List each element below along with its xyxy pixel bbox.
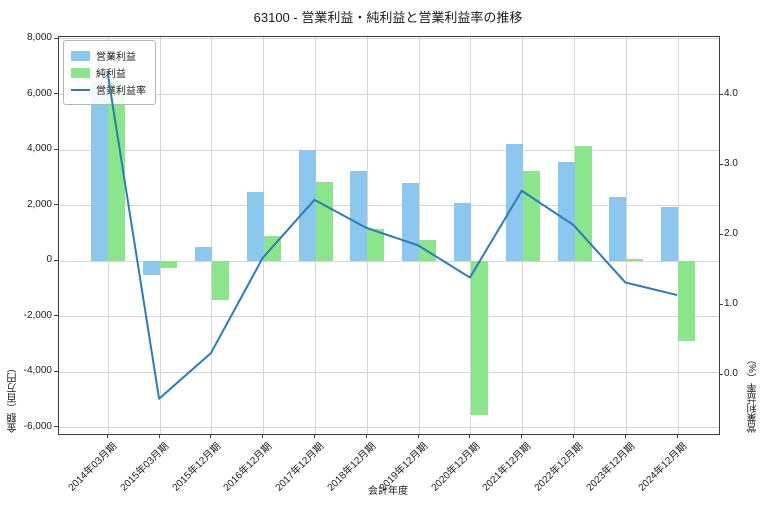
gridline-horizontal <box>59 316 719 317</box>
gridline-horizontal <box>59 371 719 373</box>
bar-operating-profit <box>609 197 627 261</box>
gridline-vertical <box>159 37 161 434</box>
bar-operating-profit <box>246 191 264 261</box>
gridline-horizontal <box>59 427 719 428</box>
y-tick-label-left: -4,000 <box>23 365 52 376</box>
bar-operating-profit <box>350 170 368 261</box>
x-axis-label: 会計年度 <box>368 486 408 497</box>
y-tick-label-left: 2,000 <box>26 198 52 210</box>
bar-net-profit <box>522 170 540 261</box>
x-tick-mark <box>676 434 678 438</box>
y-tick-mark-left <box>54 315 58 316</box>
bar-net-profit <box>263 236 281 261</box>
bar-operating-profit <box>194 247 212 261</box>
legend-item-operating-margin: 営業利益率 <box>71 82 146 97</box>
gridline-horizontal <box>59 149 719 151</box>
y-tick-mark-left <box>54 426 58 427</box>
plot-area <box>58 36 720 435</box>
bar-operating-profit <box>557 162 575 261</box>
bar-operating-profit <box>453 202 471 261</box>
x-tick-mark <box>106 434 108 438</box>
x-tick-mark <box>158 434 160 438</box>
y-tick-label-right: 0.0 <box>724 368 738 380</box>
x-tick-mark <box>210 434 212 438</box>
legend-color-swatch <box>71 67 90 78</box>
gridline-horizontal <box>59 38 719 40</box>
legend: 営業利益純利益営業利益率 <box>63 40 156 105</box>
bar-net-profit <box>470 261 488 415</box>
x-tick-mark <box>365 434 367 438</box>
y-tick-mark-right <box>719 93 723 95</box>
y-tick-mark-right <box>719 373 723 375</box>
legend-line-sample <box>71 88 90 91</box>
y-tick-mark-left <box>54 370 58 372</box>
bar-operating-profit <box>298 150 316 261</box>
y-tick-mark-left <box>54 93 58 94</box>
y-tick-label-left: 4,000 <box>26 143 52 154</box>
y-tick-label-left: -2,000 <box>23 309 52 321</box>
x-tick-mark <box>573 434 574 438</box>
legend-item-operating-profit: 営業利益 <box>71 48 146 63</box>
y-tick-mark-left <box>54 204 58 205</box>
bar-net-profit <box>419 240 437 261</box>
bar-net-profit <box>626 258 644 261</box>
y-tick-label-left: 8,000 <box>26 32 52 43</box>
x-tick-mark <box>417 434 419 438</box>
bar-operating-profit <box>402 183 420 261</box>
x-tick-mark <box>521 434 523 438</box>
legend-label: 営業利益 <box>96 52 136 63</box>
bar-net-profit <box>211 261 229 300</box>
y-tick-label-left: -6,000 <box>23 420 52 432</box>
bar-net-profit <box>108 82 126 261</box>
legend-label: 純利益 <box>96 69 126 80</box>
y-tick-mark-left <box>54 37 58 39</box>
x-tick-mark <box>624 434 626 438</box>
gridline-horizontal <box>59 94 719 95</box>
x-tick-mark <box>262 434 264 438</box>
y-tick-mark-right <box>719 163 723 165</box>
y-tick-label-left: 6,000 <box>26 87 52 99</box>
bar-net-profit <box>678 261 696 342</box>
y-tick-label-right: 3.0 <box>724 158 738 170</box>
bar-operating-profit <box>661 206 679 261</box>
bar-net-profit <box>574 145 592 261</box>
y-tick-mark-left <box>54 259 58 261</box>
legend-color-swatch <box>71 50 90 61</box>
chart-title: 63100 - 営業利益・純利益と営業利益率の推移 <box>253 10 523 25</box>
bar-net-profit <box>367 229 385 261</box>
gridline-vertical <box>677 37 679 434</box>
y-tick-label-left: 0 <box>46 254 52 265</box>
x-tick-mark <box>314 434 315 438</box>
x-tick-mark <box>469 434 471 438</box>
y-tick-label-right: 1.0 <box>724 298 738 310</box>
gridline-vertical <box>211 37 213 434</box>
legend-label: 営業利益率 <box>96 86 146 97</box>
legend-item-net-profit: 純利益 <box>71 65 146 80</box>
bar-net-profit <box>315 181 333 261</box>
bar-net-profit <box>160 261 178 268</box>
y-tick-label-right: 2.0 <box>724 228 738 240</box>
bar-operating-profit <box>91 80 109 261</box>
y-tick-label-right: 4.0 <box>724 88 738 100</box>
bar-operating-profit <box>143 261 161 275</box>
y-tick-mark-right <box>719 233 723 235</box>
bar-operating-profit <box>505 144 523 261</box>
y-tick-mark-right <box>719 303 723 305</box>
y-tick-mark-left <box>54 148 58 150</box>
